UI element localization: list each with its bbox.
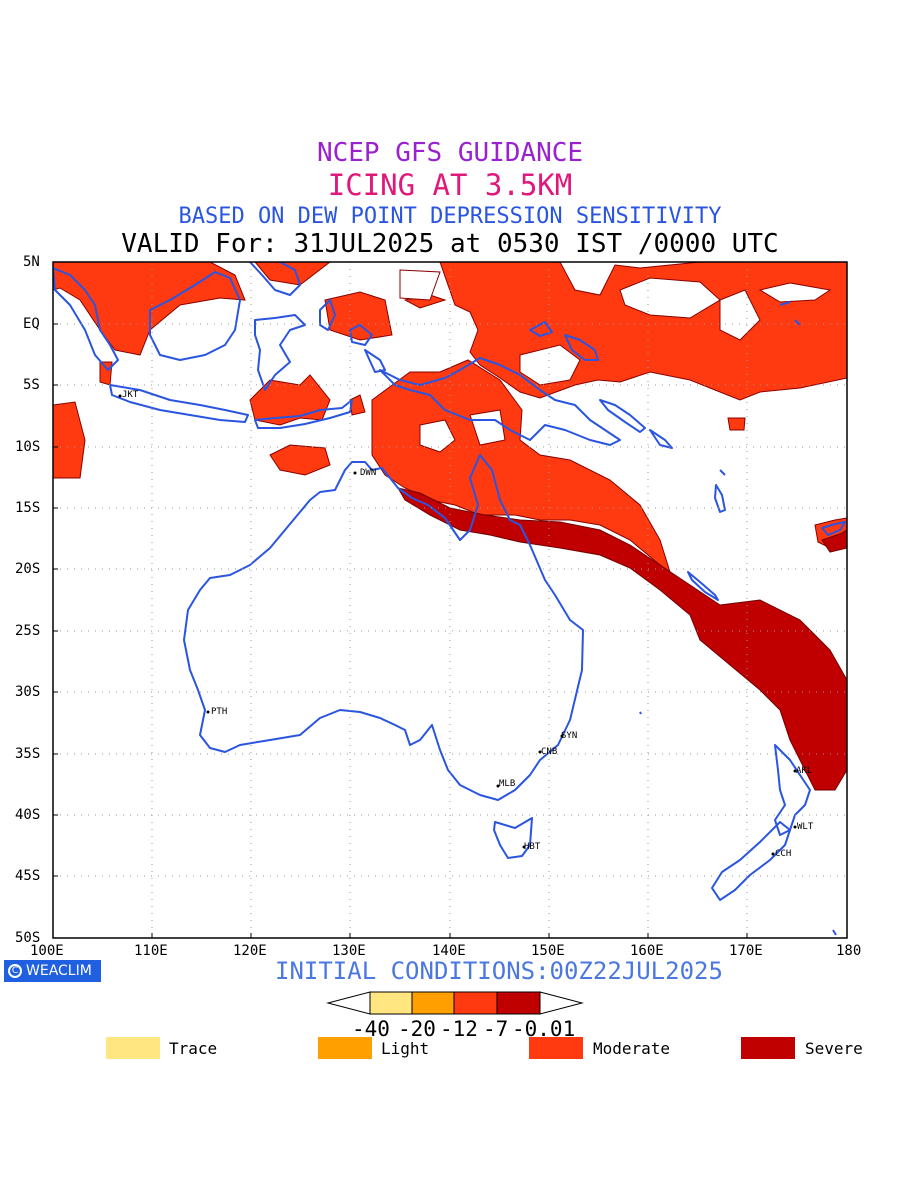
legend-swatch-light (318, 1037, 372, 1059)
title-line-3: BASED ON DEW POINT DEPRESSION SENSITIVIT… (178, 204, 722, 229)
lon-label: 130E (332, 943, 366, 959)
copyright-icon: C (8, 964, 22, 978)
city-label-jkt: JKT (122, 390, 139, 400)
city-label-mlb: MLB (499, 779, 516, 789)
colorbar-tick: -20 (398, 1017, 436, 1041)
city-markers (118, 394, 797, 856)
title-line-2: ICING AT 3.5KM (327, 168, 573, 202)
logo-text: WEACLIM (26, 963, 92, 979)
colorbar-high-arrow (539, 991, 584, 1015)
colorbar-severe (496, 991, 541, 1015)
city-label-syn: SYN (561, 731, 578, 741)
valid-time: VALID For: 31JUL2025 at 0530 IST /0000 U… (121, 229, 779, 259)
graticule (53, 262, 847, 938)
lon-label: 100E (30, 943, 64, 959)
severe-icing-area (396, 487, 847, 791)
lon-label: 160E (630, 943, 664, 959)
lat-label: 30S (15, 684, 41, 700)
lon-label: 120E (233, 943, 267, 959)
clear-patches (399, 269, 832, 453)
colorbar (326, 991, 584, 1015)
city-label-pth: PTH (211, 707, 228, 717)
legend-label-severe: Severe (805, 1039, 863, 1058)
legend-swatch-trace (106, 1037, 160, 1059)
lat-label: 5S (23, 377, 40, 393)
city-label-dwn: DWN (360, 468, 377, 478)
city-label-cnb: CNB (541, 747, 558, 757)
lon-label: 180 (836, 943, 862, 959)
colorbar-trace (369, 991, 413, 1015)
legend-label-trace: Trace (169, 1039, 218, 1058)
city-label-wlt: WLT (797, 822, 814, 832)
lon-label: 150E (531, 943, 565, 959)
axis-ticks (53, 323, 748, 938)
city-label-cch: CCH (775, 849, 792, 859)
lat-label: 45S (15, 868, 41, 884)
legend-label-moderate: Moderate (593, 1039, 671, 1058)
lat-label: 15S (15, 500, 41, 516)
lat-label: 10S (15, 439, 41, 455)
lat-label: 40S (15, 807, 41, 823)
legend-swatch-moderate (529, 1037, 583, 1059)
coastlines (53, 262, 846, 936)
colorbar-tick: -7 (483, 1017, 509, 1041)
city-label-akl: AKL (796, 766, 813, 776)
weaclim-logo: C WEACLIM (4, 960, 101, 982)
colorbar-low-arrow (326, 991, 371, 1015)
lat-label: 20S (15, 561, 41, 577)
city-label-hbt: HBT (524, 842, 541, 852)
colorbar-light (411, 991, 455, 1015)
colorbar-tick: -12 (440, 1017, 478, 1041)
legend-label-light: Light (381, 1039, 430, 1058)
legend-swatch-severe (741, 1037, 795, 1059)
lat-label: EQ (23, 316, 40, 332)
lon-label: 110E (134, 943, 168, 959)
lon-label: 140E (432, 943, 466, 959)
lat-label: 50S (15, 930, 41, 946)
lat-label: 5N (23, 254, 40, 270)
initial-conditions: INITIAL CONDITIONS:00Z22JUL2025 (275, 957, 723, 985)
title-line-1: NCEP GFS GUIDANCE (316, 138, 584, 168)
lat-label: 25S (15, 623, 41, 639)
lon-label: 170E (729, 943, 763, 959)
lat-label: 35S (15, 746, 41, 762)
colorbar-moderate (453, 991, 498, 1015)
